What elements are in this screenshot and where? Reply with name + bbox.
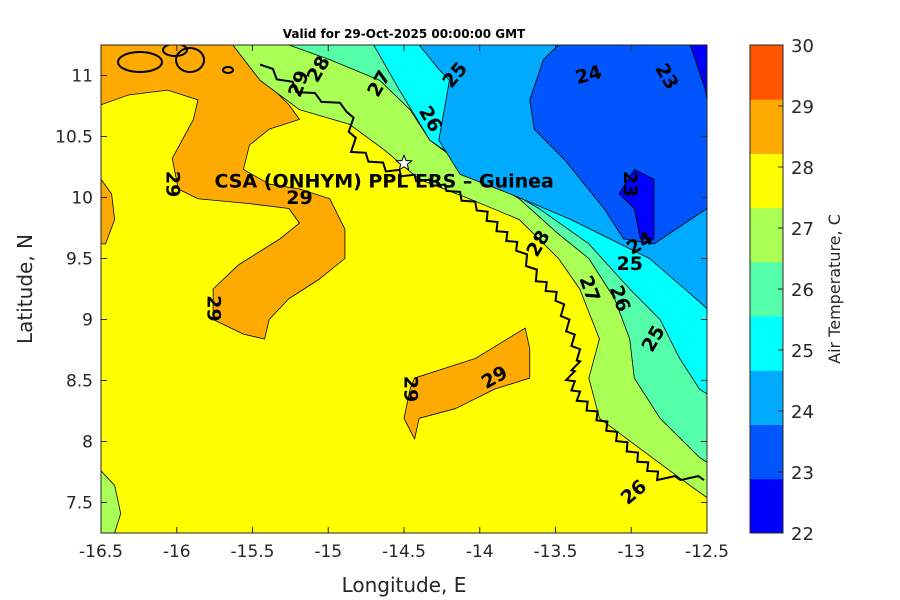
contour-region-23	[529, 45, 707, 245]
x-tick-label: -16	[163, 542, 191, 562]
colorbar: 22 23 24 25 26 27 28 29 30	[749, 36, 814, 545]
y-tick-label: 10	[71, 189, 93, 209]
colorbar-swatch	[750, 153, 783, 209]
y-tick-label: 9	[82, 311, 93, 331]
colorbar-swatch	[750, 261, 783, 317]
contour-region-22	[618, 169, 655, 240]
x-tick-label: -14.5	[382, 542, 426, 562]
colorbar-swatch	[750, 478, 783, 534]
contour-label: 25	[617, 253, 643, 275]
contour-region-27	[101, 470, 122, 533]
colorbar-tick-label: 27	[791, 219, 814, 240]
y-tick-label: 8.5	[66, 372, 93, 392]
x-tick-label: -12.5	[685, 542, 729, 562]
colorbar-tick-label: 22	[791, 524, 814, 545]
colorbar-tick-label: 26	[791, 280, 814, 301]
colorbar-swatch	[750, 370, 783, 426]
contour-label: 29	[286, 187, 312, 209]
colorbar-tick-label: 23	[791, 463, 814, 484]
y-tick-label: 8	[82, 433, 93, 453]
island-outline	[222, 66, 234, 74]
contour-label: 29	[162, 171, 184, 197]
y-tick-label: 11	[71, 67, 93, 87]
y-axis-label: Latitude, N	[13, 234, 37, 344]
x-tick-label: -15.5	[231, 542, 275, 562]
colorbar-tick-label: 29	[791, 97, 814, 118]
contour-region-29	[101, 178, 116, 245]
colorbar-swatch	[750, 45, 783, 100]
contour-label: 23	[619, 171, 641, 197]
station-star-icon	[395, 153, 413, 171]
x-tick-label: -15	[314, 542, 342, 562]
island-outline	[162, 45, 188, 57]
contour-region-29	[403, 327, 531, 440]
island-outline	[117, 51, 163, 73]
colorbar-swatch	[750, 99, 783, 154]
x-tick-label: -14	[466, 542, 494, 562]
colorbar-tick-label: 30	[791, 36, 814, 57]
x-axis-label: Longitude, E	[342, 573, 467, 597]
station-label: CSA (ONHYM) PPL ERS – Guinea	[215, 170, 554, 192]
contour-region-22	[689, 45, 707, 101]
colorbar-tick-label: 28	[791, 158, 814, 179]
chart-title: Valid for 29-Oct-2025 00:00:00 GMT	[283, 27, 526, 41]
y-tick-label: 10.5	[55, 128, 93, 148]
x-tick-label: -13	[617, 542, 645, 562]
colorbar-swatch	[750, 207, 783, 263]
colorbar-swatch	[750, 424, 783, 480]
contour-label: 29	[400, 376, 422, 402]
y-tick-label: 7.5	[66, 494, 93, 514]
colorbar-tick-label: 25	[791, 341, 814, 362]
y-tick-label: 9.5	[66, 250, 93, 270]
colorbar-label: Air Temperature, C	[825, 214, 844, 364]
x-tick-label: -13.5	[534, 542, 578, 562]
x-tick-label: -16.5	[79, 542, 123, 562]
colorbar-swatch	[750, 316, 783, 371]
contour-label: 29	[203, 295, 225, 321]
island-outline	[175, 47, 205, 73]
coastline	[259, 63, 705, 482]
colorbar-tick-label: 24	[791, 402, 814, 423]
contour-region-29	[101, 45, 346, 340]
